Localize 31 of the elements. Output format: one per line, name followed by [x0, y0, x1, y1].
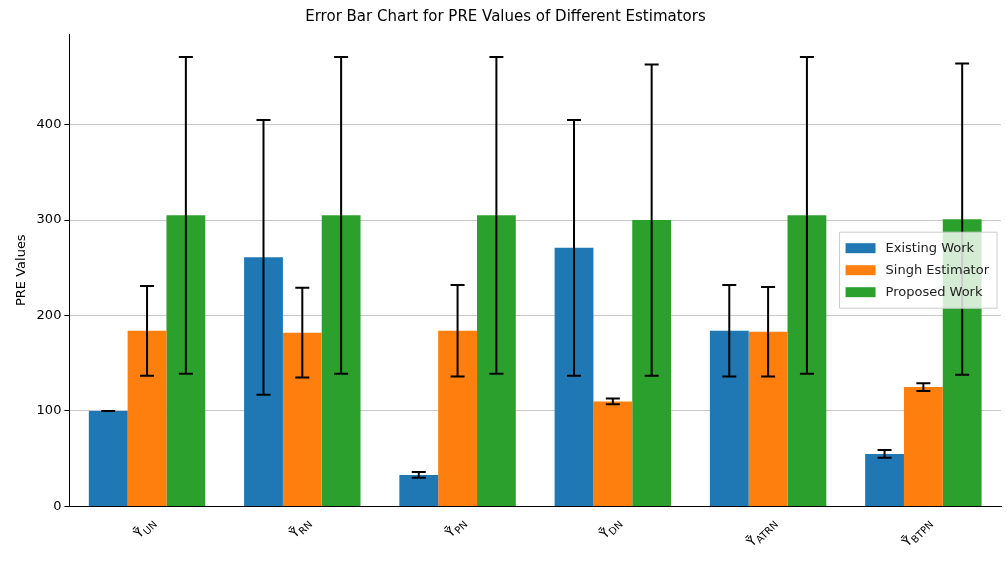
bar — [127, 330, 167, 506]
bar — [748, 331, 788, 506]
bar — [244, 257, 283, 506]
bar — [282, 332, 322, 506]
bar — [865, 453, 904, 506]
bar — [903, 387, 943, 506]
bar — [321, 215, 361, 506]
bar — [399, 474, 439, 506]
bar — [593, 401, 633, 506]
x-tick-label: Ȳ̂UN — [130, 518, 160, 542]
y-tick-label: 200 — [36, 306, 62, 322]
legend-label: Proposed Work — [885, 283, 983, 299]
y-axis-title: PRE Values — [13, 234, 29, 307]
chart-title: Error Bar Chart for PRE Values of Different Estimators — [305, 6, 706, 25]
x-tick-label: Ȳ̂DN — [595, 518, 625, 542]
x-tick-label: Ȳ̂RN — [285, 518, 315, 542]
legend-label: Existing Work — [885, 239, 975, 255]
bar — [632, 220, 672, 506]
bar — [709, 330, 749, 506]
bar — [787, 215, 827, 506]
y-tick-label: 100 — [36, 402, 62, 418]
y-tick-label: 300 — [36, 211, 62, 227]
bar — [438, 330, 477, 506]
legend-label: Singh Estimator — [885, 261, 990, 277]
bar — [166, 215, 206, 506]
y-tick-label: 0 — [53, 497, 62, 513]
bar — [554, 247, 594, 506]
y-tick-label: 400 — [36, 116, 62, 132]
x-tick-label: Ȳ̂PN — [441, 518, 470, 541]
bar — [476, 215, 516, 506]
bar — [88, 410, 128, 506]
